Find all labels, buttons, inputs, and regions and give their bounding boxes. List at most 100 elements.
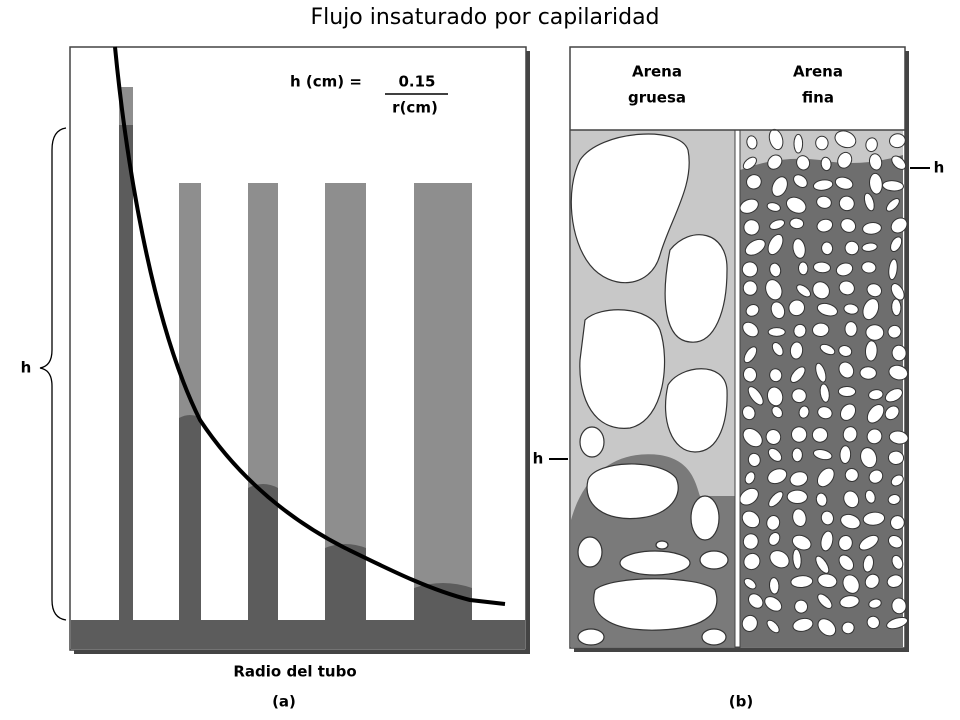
grain [789,341,804,360]
h-label: h [21,359,32,377]
grain [769,368,783,383]
coarse-grains [570,133,729,646]
grain [820,530,834,552]
grain [789,471,809,487]
grain [747,386,764,406]
grain [865,324,885,341]
caption: (b) [729,693,753,711]
grain [835,262,854,277]
grain [843,303,859,315]
grain [816,302,838,317]
grain [743,219,760,236]
grain [888,430,909,445]
grain [768,491,784,508]
height-brace [39,127,67,621]
grain [768,577,780,595]
grain [790,366,806,384]
x-label: Radio del tubo [233,663,356,681]
grain [747,593,764,609]
grain [842,426,858,443]
grain [888,258,898,281]
grain [741,261,758,278]
tube-air [248,183,278,488]
tube-air [179,183,201,418]
grain [769,219,786,230]
grain [862,222,882,235]
grain [655,540,669,550]
grain [817,618,837,637]
grain [766,386,784,407]
grain [812,281,830,300]
grain [838,345,853,357]
grain [862,298,880,321]
capillary-curve [113,46,506,606]
grain [742,533,759,550]
grain [890,236,903,253]
grain [788,299,806,317]
grain [701,628,727,646]
grain [796,284,812,298]
grain [838,535,853,551]
grain [816,467,835,488]
grain [861,261,877,274]
grain [769,550,790,569]
grain [868,598,882,609]
grain [741,510,761,529]
grain [741,614,758,632]
grain [797,261,809,276]
grain [744,471,756,485]
grain [858,534,879,551]
grain [844,321,858,337]
grain [792,617,814,632]
grain [844,468,859,482]
panel-a: h h (cm) = 0.15 r(cm) Radio del tubo (a) [21,46,530,711]
grain [885,198,900,212]
grain [790,426,808,443]
grain [769,262,782,278]
grain [786,489,808,505]
grain [765,429,782,445]
column-divider [734,129,741,648]
fine-grains [739,128,909,637]
grain [767,233,784,256]
title: Flujo insaturado por capilaridad [310,5,659,30]
grain [746,135,758,150]
column-label: gruesa [628,89,686,107]
grain [579,426,605,458]
grain [887,534,903,549]
grain [766,202,781,212]
grain [861,242,878,252]
grain [891,344,907,362]
grain [866,283,883,298]
grain [844,240,860,256]
grain [577,536,603,568]
grain [820,156,832,172]
grain [869,172,883,195]
grain [811,427,829,443]
grain [886,616,909,630]
grain [767,327,786,337]
grain [768,531,781,546]
grain [766,515,781,531]
grain [577,628,605,646]
grain [793,174,808,188]
grain [816,195,832,209]
grain [767,468,788,485]
grain [859,366,877,380]
grain [819,383,830,403]
grain [793,133,804,154]
formula-lhs: h (cm) = [290,73,362,91]
panel-b: Arena gruesa Arena fina h h (b) [533,46,944,711]
grain [887,494,901,505]
grain [838,554,855,571]
grain [842,574,860,594]
grain [890,283,905,301]
grain [815,362,827,383]
grain [742,156,757,170]
grain [764,596,783,612]
tube-air [414,183,472,588]
grain [868,389,884,401]
grain [815,492,828,507]
grain [864,340,878,362]
grain [868,469,884,484]
